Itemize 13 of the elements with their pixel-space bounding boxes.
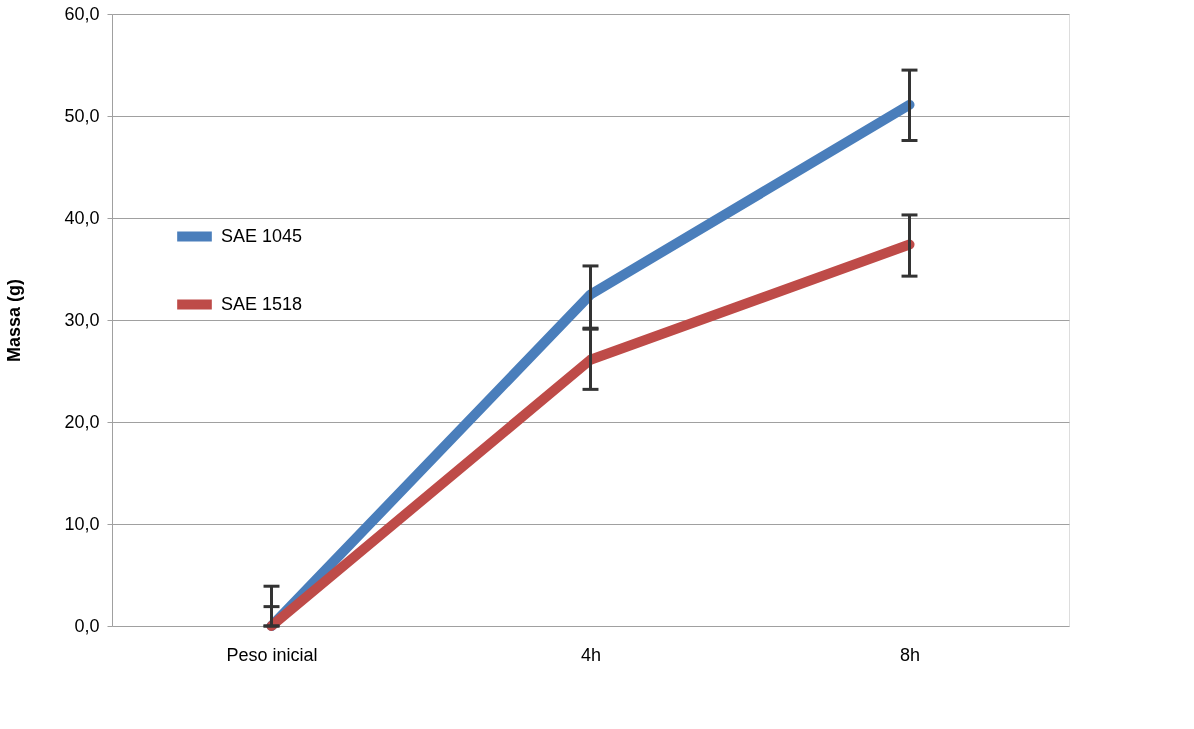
legend-label: SAE 1518 — [221, 293, 303, 314]
y-tick-label: 50,0 — [64, 105, 100, 126]
y-tick-label: 60,0 — [64, 3, 100, 24]
x-tick-label: 8h — [899, 644, 921, 665]
x-tick-label: Peso inicial — [226, 644, 318, 665]
y-tick-label: 10,0 — [64, 513, 100, 534]
y-tick-label: 40,0 — [64, 207, 100, 228]
y-tick-label: 20,0 — [64, 411, 100, 432]
y-tick-label: 0,0 — [74, 615, 100, 636]
y-tick-label: 30,0 — [64, 309, 100, 330]
y-axis-title: Massa (g) — [4, 278, 25, 363]
legend-label: SAE 1045 — [221, 225, 303, 246]
x-tick-label: 4h — [580, 644, 602, 665]
